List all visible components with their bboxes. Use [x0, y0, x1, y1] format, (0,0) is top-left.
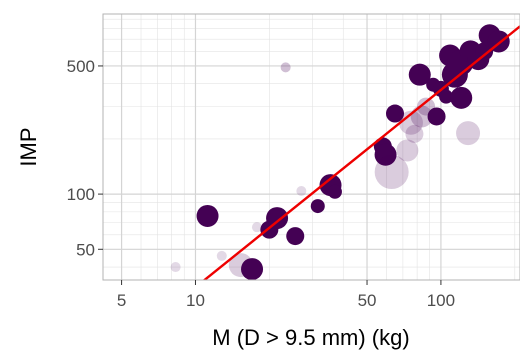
data-point [296, 185, 307, 196]
data-point [216, 250, 227, 261]
data-point [408, 63, 431, 86]
data-point [374, 143, 397, 166]
panel-border [102, 13, 520, 281]
data-point [241, 258, 264, 280]
data-point [251, 222, 262, 233]
x-tick-label: 50 [358, 291, 377, 310]
data-point [398, 110, 423, 135]
data-point [327, 184, 342, 199]
data-point [280, 62, 291, 73]
data-point [439, 89, 454, 104]
y-tick-label: 500 [67, 57, 95, 76]
x-tick-label: 5 [117, 291, 126, 310]
data-point [427, 107, 446, 126]
y-tick-label: 100 [67, 185, 95, 204]
data-points [170, 24, 510, 280]
data-point [396, 139, 419, 162]
data-point [266, 207, 289, 230]
x-tick-label: 10 [186, 291, 205, 310]
data-point [196, 204, 219, 227]
data-point [385, 104, 404, 123]
data-point [450, 86, 473, 109]
x-tick-label: 100 [427, 291, 455, 310]
data-point [310, 199, 325, 214]
data-point [286, 227, 305, 246]
fit-line-group [202, 25, 520, 280]
data-point [405, 124, 424, 143]
data-point [456, 121, 481, 146]
data-point [170, 262, 181, 273]
x-axis-title: M (D > 9.5 mm) (kg) [212, 325, 409, 350]
data-point [475, 42, 494, 61]
x-axis-ticks: 5 10 50 100 [117, 280, 455, 310]
data-point [374, 154, 409, 189]
y-axis-ticks: 50 100 500 [67, 57, 103, 259]
fit-line [202, 25, 520, 280]
y-tick-label: 50 [76, 240, 95, 259]
y-axis-title: IMP [16, 127, 41, 166]
